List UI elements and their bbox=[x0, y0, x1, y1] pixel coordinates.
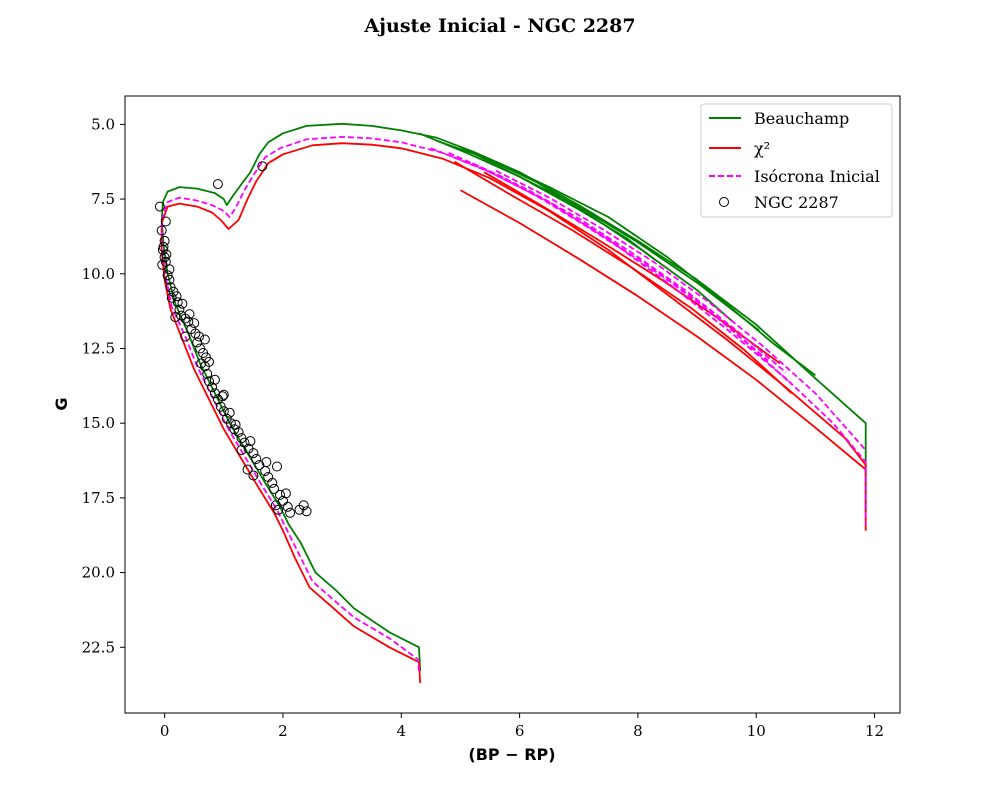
data-point bbox=[207, 382, 217, 393]
data-point bbox=[280, 488, 291, 499]
data-point bbox=[209, 374, 220, 385]
data-point bbox=[282, 501, 293, 512]
data-point bbox=[164, 264, 175, 275]
data-point bbox=[236, 445, 247, 456]
series-beauchamp-line-1 bbox=[418, 132, 657, 262]
plot-frame bbox=[124, 95, 901, 714]
x-tick-label: 4 bbox=[397, 722, 407, 740]
data-point bbox=[180, 331, 191, 342]
x-tick-label: 6 bbox=[515, 722, 525, 740]
y-axis-label: G bbox=[52, 397, 71, 410]
x-tick-label: 0 bbox=[160, 722, 170, 740]
data-point bbox=[251, 454, 262, 464]
data-point bbox=[267, 477, 278, 488]
data-point bbox=[260, 466, 271, 476]
data-point bbox=[233, 427, 244, 438]
data-point bbox=[194, 331, 204, 342]
y-tick-label: 22.5 bbox=[82, 638, 115, 656]
data-point bbox=[285, 507, 296, 518]
series-chi2-line-0 bbox=[160, 142, 867, 684]
data-point bbox=[269, 483, 280, 494]
data-point bbox=[171, 291, 182, 302]
series-beauchamp-line-2 bbox=[436, 139, 734, 323]
data-point bbox=[212, 179, 223, 190]
data-point bbox=[157, 259, 168, 270]
data-point bbox=[273, 504, 284, 515]
data-point bbox=[275, 489, 285, 500]
data-point bbox=[156, 225, 167, 236]
data-point bbox=[199, 334, 210, 345]
data-point bbox=[248, 470, 259, 481]
y-tick-label: 15.0 bbox=[82, 414, 115, 432]
data-point bbox=[172, 297, 183, 308]
y-tick-label: 5.0 bbox=[91, 115, 115, 133]
series-chi2-line-1 bbox=[454, 160, 793, 394]
series-chi2-line-3 bbox=[483, 171, 781, 365]
x-tick-label: 10 bbox=[747, 722, 766, 740]
data-point bbox=[218, 389, 229, 400]
data-point bbox=[270, 500, 281, 511]
x-tick-label: 2 bbox=[278, 722, 288, 740]
data-point bbox=[154, 201, 165, 212]
data-point bbox=[196, 358, 207, 369]
data-point bbox=[301, 506, 312, 517]
data-point bbox=[174, 304, 185, 315]
legend-marker-ngc-2287 bbox=[719, 197, 729, 207]
y-axis: 5.0 7.5 10.0 12.5 15.0 17.5 20.0 22.5 bbox=[82, 115, 125, 656]
data-point bbox=[242, 464, 253, 475]
x-tick-label: 12 bbox=[865, 722, 884, 740]
data-point bbox=[199, 361, 210, 372]
y-tick-label: 20.0 bbox=[82, 564, 115, 582]
legend: Beauchamp χ² Isócrona Inicial NGC 2287 bbox=[700, 103, 893, 218]
data-point bbox=[217, 391, 228, 402]
legend-label-isocrona-inicial: Isócrona Inicial bbox=[754, 167, 880, 186]
legend-box bbox=[700, 103, 893, 218]
data-point bbox=[161, 249, 172, 260]
data-point bbox=[245, 436, 256, 447]
data-point bbox=[170, 312, 181, 323]
data-point bbox=[248, 448, 259, 459]
data-point bbox=[254, 460, 265, 470]
chart-title: Ajuste Inicial - NGC 2287 bbox=[363, 15, 635, 37]
series-chi2-line-2 bbox=[459, 189, 867, 471]
series-beauchamp-line-4 bbox=[495, 160, 816, 377]
data-point bbox=[160, 216, 171, 227]
series-isocrona-inicial-line-3 bbox=[471, 162, 787, 374]
x-tick-label: 8 bbox=[633, 722, 643, 740]
data-point bbox=[272, 461, 282, 472]
data-point bbox=[202, 368, 213, 379]
data-point bbox=[225, 418, 236, 429]
series-beauchamp-line-3 bbox=[459, 145, 760, 332]
legend-label-beauchamp: Beauchamp bbox=[754, 109, 849, 128]
data-point bbox=[294, 504, 305, 515]
y-tick-label: 7.5 bbox=[91, 190, 115, 208]
data-point bbox=[189, 318, 200, 329]
plot-data bbox=[154, 122, 867, 684]
y-tick-label: 17.5 bbox=[82, 489, 115, 507]
data-point bbox=[159, 252, 170, 263]
data-point bbox=[230, 419, 241, 430]
y-tick-label: 12.5 bbox=[82, 339, 115, 357]
data-point bbox=[184, 309, 195, 320]
x-axis-label: (BP − RP) bbox=[468, 745, 555, 764]
data-point bbox=[257, 161, 268, 172]
y-tick-label: 10.0 bbox=[82, 265, 115, 283]
data-point bbox=[164, 274, 175, 285]
data-point bbox=[224, 407, 235, 418]
series-isocrona-inicial-line-4 bbox=[495, 169, 867, 451]
data-point bbox=[204, 376, 214, 387]
legend-label-chi2: χ² bbox=[754, 139, 770, 158]
data-point bbox=[177, 298, 188, 309]
x-axis: 0 2 4 6 8 10 12 bbox=[160, 713, 884, 740]
legend-label-ngc-2287: NGC 2287 bbox=[754, 193, 839, 212]
data-point bbox=[162, 270, 173, 281]
